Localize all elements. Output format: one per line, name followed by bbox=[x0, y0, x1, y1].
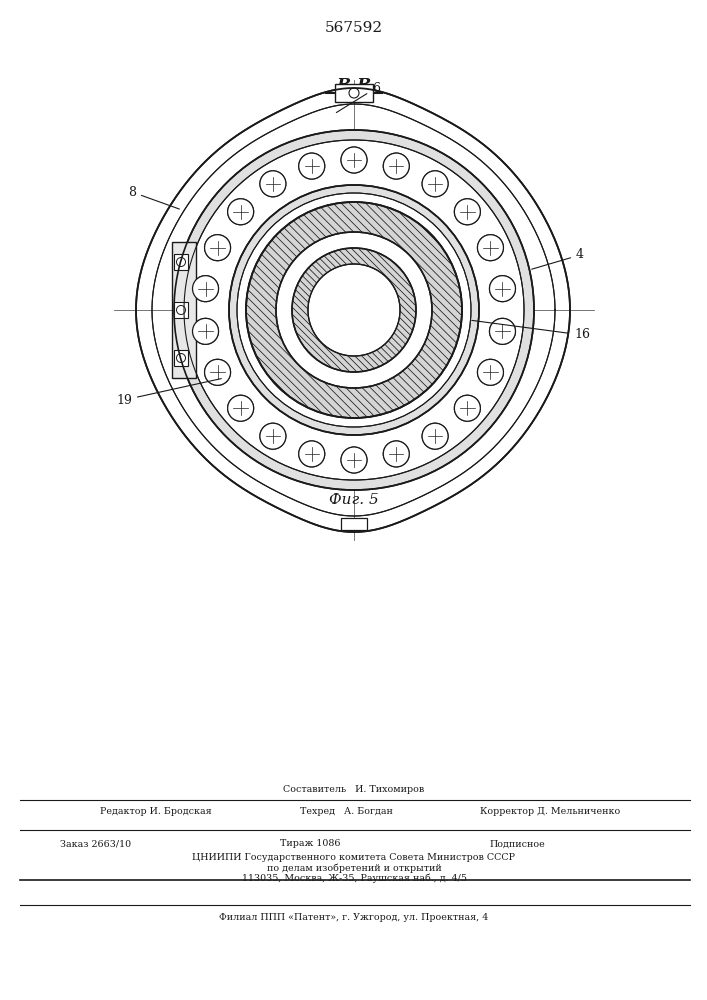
Text: Филиал ППП «Патент», г. Ужгород, ул. Проектная, 4: Филиал ППП «Патент», г. Ужгород, ул. Про… bbox=[219, 912, 489, 922]
Text: 6: 6 bbox=[337, 82, 380, 113]
Circle shape bbox=[299, 153, 325, 179]
Circle shape bbox=[204, 235, 230, 261]
Circle shape bbox=[341, 447, 367, 473]
Circle shape bbox=[489, 276, 515, 302]
Circle shape bbox=[383, 441, 409, 467]
Circle shape bbox=[299, 441, 325, 467]
Bar bbox=[172, 242, 196, 378]
Text: ЦНИИПИ Государственного комитета Совета Министров СССР: ЦНИИПИ Государственного комитета Совета … bbox=[192, 854, 515, 862]
Circle shape bbox=[477, 235, 503, 261]
Circle shape bbox=[260, 171, 286, 197]
Circle shape bbox=[204, 235, 230, 261]
Bar bbox=[335, 84, 373, 102]
Ellipse shape bbox=[174, 130, 534, 490]
Bar bbox=[341, 518, 367, 530]
Text: B-B: B-B bbox=[337, 77, 372, 94]
Circle shape bbox=[299, 441, 325, 467]
Circle shape bbox=[422, 171, 448, 197]
Polygon shape bbox=[136, 88, 570, 532]
Circle shape bbox=[192, 276, 218, 302]
Text: 19: 19 bbox=[116, 379, 221, 406]
Circle shape bbox=[383, 441, 409, 467]
Circle shape bbox=[228, 199, 254, 225]
Circle shape bbox=[260, 423, 286, 449]
Text: Заказ 2663/10: Заказ 2663/10 bbox=[60, 840, 131, 848]
Circle shape bbox=[489, 276, 515, 302]
Text: Редактор И. Бродская: Редактор И. Бродская bbox=[100, 808, 212, 816]
Bar bbox=[174, 302, 188, 318]
Circle shape bbox=[477, 359, 503, 385]
Text: Корректор Д. Мельниченко: Корректор Д. Мельниченко bbox=[480, 808, 620, 816]
Circle shape bbox=[347, 151, 361, 165]
Circle shape bbox=[341, 447, 367, 473]
Circle shape bbox=[455, 199, 480, 225]
Circle shape bbox=[455, 395, 480, 421]
Ellipse shape bbox=[237, 193, 471, 427]
Ellipse shape bbox=[184, 140, 524, 480]
Circle shape bbox=[455, 199, 480, 225]
Text: Составитель   И. Тихомиров: Составитель И. Тихомиров bbox=[284, 786, 425, 794]
Ellipse shape bbox=[308, 264, 400, 356]
Text: Подписное: Подписное bbox=[490, 840, 546, 848]
Text: по делам изобретений и открытий: по делам изобретений и открытий bbox=[267, 863, 441, 873]
Ellipse shape bbox=[292, 248, 416, 372]
Circle shape bbox=[422, 423, 448, 449]
Text: 113035, Москва, Ж-35, Раушская наб., д. 4/5: 113035, Москва, Ж-35, Раушская наб., д. … bbox=[242, 873, 467, 883]
Circle shape bbox=[204, 359, 230, 385]
Circle shape bbox=[455, 395, 480, 421]
Text: 8: 8 bbox=[128, 186, 180, 209]
Circle shape bbox=[489, 318, 515, 344]
Circle shape bbox=[192, 276, 218, 302]
Text: 16: 16 bbox=[472, 320, 590, 342]
Circle shape bbox=[192, 318, 218, 344]
Text: Фиг. 5: Фиг. 5 bbox=[329, 493, 379, 507]
Circle shape bbox=[477, 359, 503, 385]
Bar bbox=[174, 350, 188, 366]
Circle shape bbox=[260, 423, 286, 449]
Circle shape bbox=[228, 395, 254, 421]
Circle shape bbox=[383, 153, 409, 179]
Text: 567592: 567592 bbox=[325, 21, 383, 35]
Ellipse shape bbox=[229, 185, 479, 435]
Circle shape bbox=[349, 88, 359, 98]
Ellipse shape bbox=[246, 202, 462, 418]
Circle shape bbox=[422, 171, 448, 197]
Ellipse shape bbox=[276, 232, 432, 388]
Circle shape bbox=[204, 359, 230, 385]
Circle shape bbox=[228, 395, 254, 421]
Circle shape bbox=[299, 153, 325, 179]
Text: Тираж 1086: Тираж 1086 bbox=[280, 840, 341, 848]
Circle shape bbox=[228, 199, 254, 225]
Circle shape bbox=[192, 318, 218, 344]
Circle shape bbox=[489, 318, 515, 344]
Circle shape bbox=[341, 147, 367, 173]
Circle shape bbox=[422, 423, 448, 449]
Circle shape bbox=[477, 235, 503, 261]
Circle shape bbox=[341, 147, 367, 173]
Circle shape bbox=[383, 153, 409, 179]
Text: Техред   А. Богдан: Техред А. Богдан bbox=[300, 808, 393, 816]
Text: 4: 4 bbox=[532, 248, 584, 269]
Bar bbox=[174, 254, 188, 270]
Circle shape bbox=[260, 171, 286, 197]
